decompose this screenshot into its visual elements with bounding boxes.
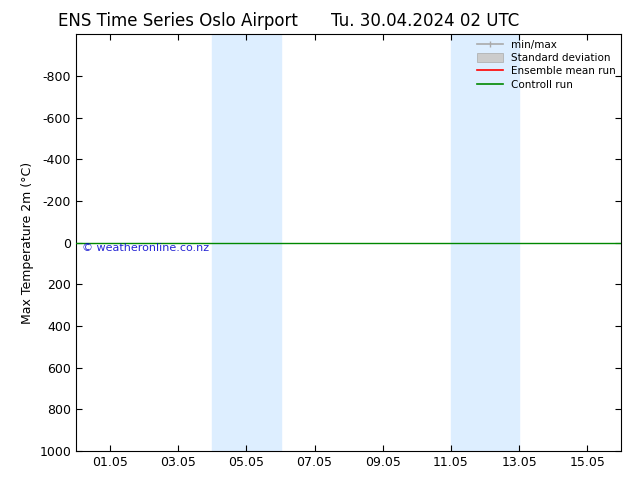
Text: © weatheronline.co.nz: © weatheronline.co.nz (82, 243, 209, 252)
Text: Tu. 30.04.2024 02 UTC: Tu. 30.04.2024 02 UTC (331, 12, 519, 30)
Bar (212, 34, 280, 451)
Y-axis label: Max Temperature 2m (°C): Max Temperature 2m (°C) (21, 162, 34, 323)
Legend: min/max, Standard deviation, Ensemble mean run, Controll run: min/max, Standard deviation, Ensemble me… (474, 36, 619, 93)
Text: ENS Time Series Oslo Airport: ENS Time Series Oslo Airport (58, 12, 297, 30)
Bar (451, 34, 519, 451)
